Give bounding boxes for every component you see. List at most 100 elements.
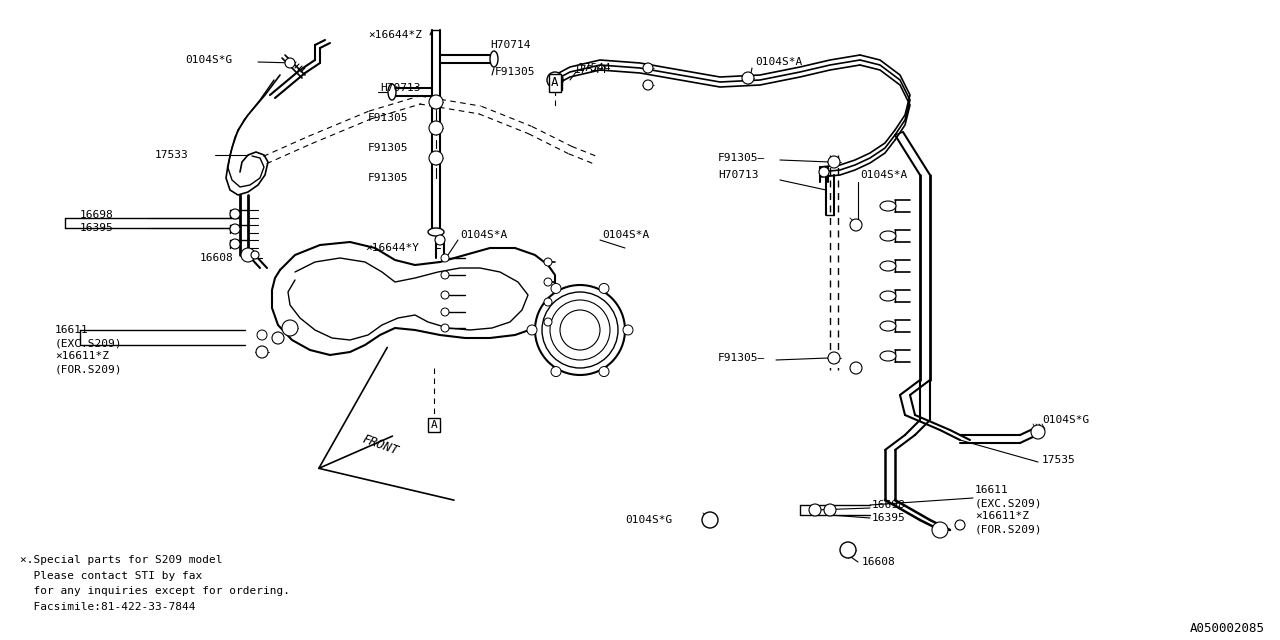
Text: 16611: 16611 — [975, 485, 1009, 495]
Ellipse shape — [881, 321, 896, 331]
Text: 0104S*G: 0104S*G — [1042, 415, 1089, 425]
Circle shape — [840, 542, 856, 558]
Circle shape — [828, 352, 840, 364]
Ellipse shape — [881, 201, 896, 211]
Circle shape — [257, 330, 268, 340]
Ellipse shape — [881, 351, 896, 361]
Circle shape — [561, 310, 600, 350]
Text: A: A — [430, 420, 438, 430]
Circle shape — [429, 151, 443, 165]
Text: (FOR.S209): (FOR.S209) — [55, 364, 123, 374]
Text: (EXC.S209): (EXC.S209) — [975, 498, 1042, 508]
Ellipse shape — [881, 231, 896, 241]
Text: F91305: F91305 — [369, 113, 408, 123]
Circle shape — [230, 224, 241, 234]
Circle shape — [547, 72, 563, 88]
Text: 0104S*G: 0104S*G — [625, 515, 672, 525]
Circle shape — [544, 278, 552, 286]
Circle shape — [273, 332, 284, 344]
Circle shape — [442, 254, 449, 262]
Circle shape — [599, 367, 609, 376]
Circle shape — [230, 209, 241, 219]
Text: 16395: 16395 — [79, 223, 114, 233]
Circle shape — [544, 298, 552, 306]
Circle shape — [230, 239, 241, 249]
Text: F91305―: F91305― — [718, 153, 765, 163]
Circle shape — [282, 320, 298, 336]
Circle shape — [932, 522, 948, 538]
Text: 16698: 16698 — [79, 210, 114, 220]
Text: ×16644*Z: ×16644*Z — [369, 30, 422, 40]
Text: A: A — [552, 77, 559, 90]
Text: 17535: 17535 — [1042, 455, 1075, 465]
Text: ×.Special parts for S209 model
  Please contact STI by fax
  for any inquiries e: ×.Special parts for S209 model Please co… — [20, 555, 291, 612]
Circle shape — [550, 284, 561, 293]
Ellipse shape — [490, 51, 498, 67]
Circle shape — [599, 284, 609, 293]
Circle shape — [550, 300, 611, 360]
Circle shape — [241, 248, 255, 262]
Text: 0104S*A: 0104S*A — [602, 230, 649, 240]
Ellipse shape — [388, 84, 396, 100]
Text: 17544: 17544 — [579, 63, 612, 73]
Circle shape — [442, 271, 449, 279]
Circle shape — [550, 367, 561, 376]
Circle shape — [442, 291, 449, 299]
Circle shape — [251, 251, 259, 259]
Text: 16608: 16608 — [200, 253, 234, 263]
Text: ×16611*Z: ×16611*Z — [55, 351, 109, 361]
Circle shape — [429, 95, 443, 109]
Circle shape — [285, 58, 294, 68]
Text: F91305: F91305 — [495, 67, 535, 77]
Ellipse shape — [428, 228, 444, 236]
Text: 0104S*A: 0104S*A — [460, 230, 507, 240]
Circle shape — [442, 308, 449, 316]
Circle shape — [541, 292, 618, 368]
Text: F91305: F91305 — [369, 173, 408, 183]
Circle shape — [701, 512, 718, 528]
Circle shape — [643, 63, 653, 73]
Text: ×16611*Z: ×16611*Z — [975, 511, 1029, 521]
Text: 16698: 16698 — [872, 500, 906, 510]
Circle shape — [535, 285, 625, 375]
Text: 17544: 17544 — [573, 65, 608, 75]
Circle shape — [643, 80, 653, 90]
Text: H70713: H70713 — [718, 170, 759, 180]
Text: (EXC.S209): (EXC.S209) — [55, 338, 123, 348]
Circle shape — [256, 346, 268, 358]
Text: (FOR.S209): (FOR.S209) — [975, 524, 1042, 534]
Text: 0104S*A: 0104S*A — [755, 57, 803, 67]
Circle shape — [544, 318, 552, 326]
Circle shape — [819, 167, 829, 177]
Text: 0104S*G: 0104S*G — [186, 55, 232, 65]
Text: H70714: H70714 — [490, 40, 530, 50]
Circle shape — [435, 235, 445, 245]
Text: F91305―: F91305― — [718, 353, 765, 363]
Text: 16611: 16611 — [55, 325, 88, 335]
Text: H70713: H70713 — [380, 83, 421, 93]
Ellipse shape — [881, 291, 896, 301]
Text: ×16644*Y: ×16644*Y — [365, 243, 419, 253]
Circle shape — [544, 258, 552, 266]
Circle shape — [955, 520, 965, 530]
Circle shape — [742, 72, 754, 84]
Circle shape — [850, 219, 861, 231]
Text: A050002085: A050002085 — [1190, 622, 1265, 635]
Text: A: A — [553, 78, 559, 88]
Circle shape — [442, 324, 449, 332]
Circle shape — [1030, 425, 1044, 439]
Text: 16395: 16395 — [872, 513, 906, 523]
Circle shape — [809, 504, 820, 516]
Circle shape — [828, 156, 840, 168]
Circle shape — [429, 121, 443, 135]
Circle shape — [527, 325, 538, 335]
Text: F91305: F91305 — [369, 143, 408, 153]
Ellipse shape — [881, 261, 896, 271]
Circle shape — [623, 325, 634, 335]
Text: 16608: 16608 — [861, 557, 896, 567]
Circle shape — [824, 504, 836, 516]
Circle shape — [850, 362, 861, 374]
Text: 0104S*A: 0104S*A — [860, 170, 908, 180]
Text: 17533: 17533 — [155, 150, 188, 160]
Text: FRONT: FRONT — [360, 433, 399, 458]
